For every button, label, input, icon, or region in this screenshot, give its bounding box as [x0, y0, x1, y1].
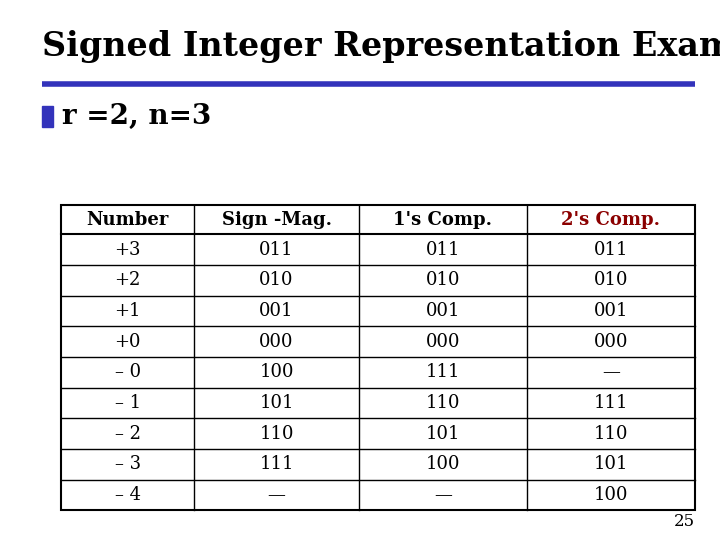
Text: 011: 011 [593, 240, 628, 259]
Text: 101: 101 [426, 424, 460, 443]
Text: 110: 110 [593, 424, 628, 443]
Text: r =2, n=3: r =2, n=3 [62, 103, 211, 130]
Text: 100: 100 [426, 455, 460, 473]
Text: 000: 000 [593, 333, 628, 350]
Text: 101: 101 [593, 455, 628, 473]
Text: Sign -Mag.: Sign -Mag. [222, 211, 332, 229]
Text: —: — [602, 363, 620, 381]
Text: – 0: – 0 [114, 363, 141, 381]
Text: 2's Comp.: 2's Comp. [562, 211, 660, 229]
Text: 001: 001 [259, 302, 294, 320]
Text: 25: 25 [674, 514, 695, 530]
Text: +3: +3 [114, 240, 141, 259]
Text: Signed Integer Representation Example: Signed Integer Representation Example [42, 30, 720, 63]
Text: +1: +1 [114, 302, 141, 320]
Text: 001: 001 [426, 302, 460, 320]
Text: 101: 101 [259, 394, 294, 412]
Text: 111: 111 [259, 455, 294, 473]
Text: 110: 110 [259, 424, 294, 443]
Text: – 1: – 1 [114, 394, 141, 412]
Bar [42, 106, 53, 127]
Text: 100: 100 [259, 363, 294, 381]
Text: 010: 010 [593, 271, 628, 289]
Text: 1's Comp.: 1's Comp. [393, 211, 492, 229]
Text: —: — [434, 486, 452, 504]
Text: 011: 011 [426, 240, 460, 259]
Text: Number: Number [86, 211, 169, 229]
Text: – 4: – 4 [114, 486, 140, 504]
Text: 110: 110 [426, 394, 460, 412]
Text: +0: +0 [114, 333, 141, 350]
Text: – 3: – 3 [114, 455, 141, 473]
Text: 001: 001 [593, 302, 628, 320]
Text: 010: 010 [259, 271, 294, 289]
Text: 000: 000 [426, 333, 460, 350]
Text: – 2: – 2 [114, 424, 140, 443]
Bar [61, 205, 695, 510]
Text: 011: 011 [259, 240, 294, 259]
Text: 010: 010 [426, 271, 460, 289]
Text: 111: 111 [593, 394, 628, 412]
Text: 000: 000 [259, 333, 294, 350]
Text: +2: +2 [114, 271, 141, 289]
Text: 111: 111 [426, 363, 460, 381]
Text: 100: 100 [593, 486, 628, 504]
Text: —: — [268, 486, 286, 504]
